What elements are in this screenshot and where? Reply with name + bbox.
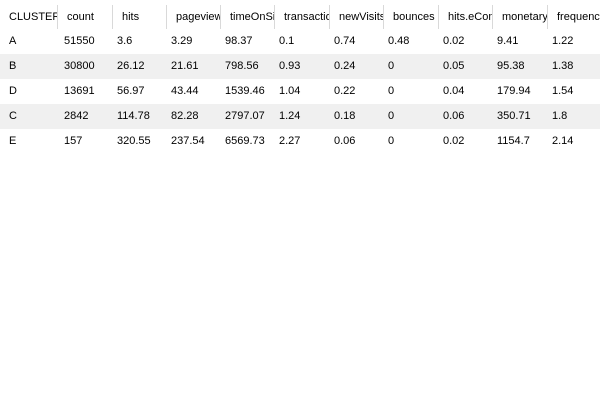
column-header-timeonsite[interactable]: timeOnSite	[221, 5, 275, 29]
column-header-count[interactable]: count	[58, 5, 113, 29]
column-header-hits[interactable]: hits	[113, 5, 167, 29]
table-cell: 82.28	[171, 110, 199, 122]
table-cell: 0.04	[443, 85, 465, 97]
table-cell: 0.02	[443, 135, 465, 147]
column-header-transactions[interactable]: transactions	[275, 5, 330, 29]
data-grid: CLUSTERS count hits pageviews timeOnSite…	[0, 5, 600, 154]
table-cell: 1.22	[552, 35, 574, 47]
table-cell: 0	[388, 60, 395, 72]
table-cell: C	[9, 110, 17, 122]
table-cell: 1.8	[552, 110, 568, 122]
table-cell: 1539.46	[225, 85, 265, 97]
table-cell: 0.24	[334, 60, 356, 72]
table-cell: 1.38	[552, 60, 574, 72]
column-header-monetary[interactable]: monetary	[493, 5, 548, 29]
table-cell: 1154.7	[497, 135, 530, 147]
table-cell: 3.6	[117, 35, 133, 47]
table-cell: 95.38	[497, 60, 525, 72]
table-cell: 2.14	[552, 135, 574, 147]
table-row: C 2842 114.78 82.28 2797.07 1.24 0.18 0 …	[0, 104, 600, 129]
table-cell: 9.41	[497, 35, 519, 47]
table-cell: 56.97	[117, 85, 145, 97]
table-cell: 320.55	[117, 135, 151, 147]
table-cell: 179.94	[497, 85, 531, 97]
table-cell: 0.02	[443, 35, 465, 47]
table-cell: E	[9, 135, 17, 147]
column-header-pageviews[interactable]: pageviews	[167, 5, 221, 29]
table-cell: 0.05	[443, 60, 465, 72]
table-cell: 13691	[64, 85, 95, 97]
table-cell: D	[9, 85, 17, 97]
table-cell: 3.29	[171, 35, 193, 47]
table-cell: 1.04	[279, 85, 301, 97]
table-cell: B	[9, 60, 17, 72]
table-cell: 114.78	[117, 110, 150, 122]
table-cell: 2842	[64, 110, 89, 122]
table-cell: 798.56	[225, 60, 259, 72]
table-cell: 1.24	[279, 110, 301, 122]
table-cell: 350.71	[497, 110, 531, 122]
table-row: E 157 320.55 237.54 6569.73 2.27 0.06 0 …	[0, 129, 600, 154]
table-cell: 2797.07	[225, 110, 265, 122]
table-row: B 30800 26.12 21.61 798.56 0.93 0.24 0 0…	[0, 54, 600, 79]
table-cell: 51550	[64, 35, 95, 47]
table-row: D 13691 56.97 43.44 1539.46 1.04 0.22 0 …	[0, 79, 600, 104]
table-cell: 0	[388, 135, 395, 147]
table-cell: 0	[388, 110, 395, 122]
table-cell: 21.61	[171, 60, 199, 72]
table-cell: 0.93	[279, 60, 301, 72]
table-cell: 0.74	[334, 35, 356, 47]
table-cell: 98.37	[225, 35, 253, 47]
table-cell: 43.44	[171, 85, 199, 97]
table-cell: 237.54	[171, 135, 205, 147]
column-header-frequency[interactable]: frequency	[557, 11, 600, 23]
table-cell: 0.1	[279, 35, 295, 47]
table-row: A 51550 3.6 3.29 98.37 0.1 0.74 0.48 0.0…	[0, 29, 600, 54]
table-cell: 30800	[64, 60, 95, 72]
table-cell: 2.27	[279, 135, 301, 147]
table-cell: 0.06	[334, 135, 356, 147]
column-header-newvisits[interactable]: newVisits	[330, 5, 384, 29]
table-cell: 1.54	[552, 85, 574, 97]
table-cell: 26.12	[117, 60, 145, 72]
table-cell: 0.06	[443, 110, 465, 122]
table-cell: 6569.73	[225, 135, 265, 147]
column-header-hits-ecom[interactable]: hits.eCom	[439, 5, 493, 29]
table-cell: 157	[64, 135, 83, 147]
table-cell: A	[9, 35, 17, 47]
table-cell: 0.48	[388, 35, 410, 47]
table-cell: 0.18	[334, 110, 356, 122]
table-cell: 0.22	[334, 85, 356, 97]
column-header-bounces[interactable]: bounces	[384, 5, 439, 29]
table-header-row: CLUSTERS count hits pageviews timeOnSite…	[0, 5, 600, 29]
column-header-clusters[interactable]: CLUSTERS	[0, 5, 58, 29]
table-cell: 0	[388, 85, 395, 97]
